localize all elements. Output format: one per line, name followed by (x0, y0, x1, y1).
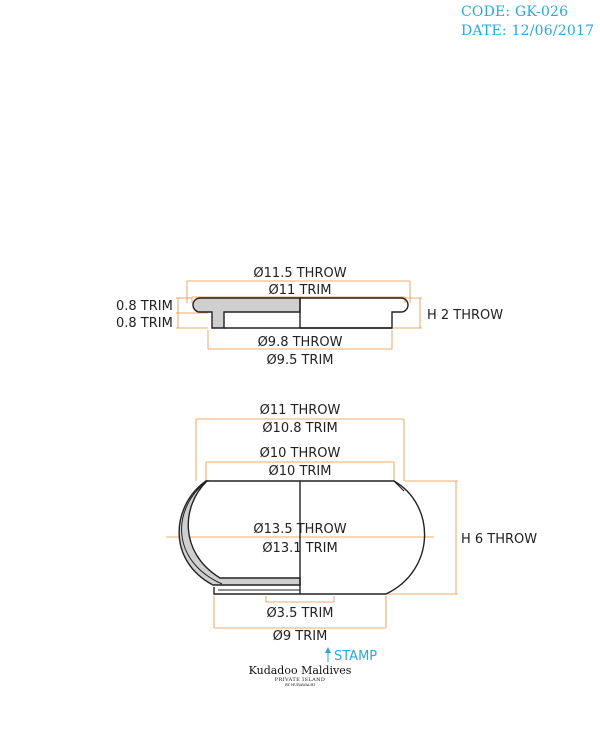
lid-drawing: Ø11.5 THROW Ø11 TRIM 0.8 TRIM 0.8 TRIM H… (116, 266, 503, 368)
bowl-rim-detail (393, 480, 405, 492)
lid-dimension-lines (176, 280, 422, 350)
logo-by: BY HURAWALHI (285, 683, 315, 687)
bowl-d-trim-base: Ø9 TRIM (273, 629, 328, 644)
bowl-d-throw-inner: Ø10 THROW (260, 446, 341, 461)
bowl-d-throw-top: Ø11 THROW (260, 403, 341, 418)
bowl-d-throw-mid: Ø13.5 THROW (253, 522, 346, 537)
stamp-label: STAMP (334, 649, 377, 664)
bowl-drawing: Ø11 THROW Ø10.8 TRIM Ø10 THROW Ø10 TRIM … (166, 403, 537, 644)
lid-outline (300, 297, 409, 329)
lid-d-throw-bottom: Ø9.8 THROW (258, 335, 343, 350)
product-code: CODE: GK-026 (461, 4, 569, 20)
lid-trim-lower: 0.8 TRIM (116, 316, 173, 331)
bowl-d-trim-top: Ø10.8 TRIM (262, 421, 337, 436)
logo-name: Kudadoo Maldives (249, 664, 352, 677)
lid-height: H 2 THROW (427, 308, 503, 323)
lid-wall-section (192, 297, 301, 329)
lid-d-trim-bottom: Ø9.5 TRIM (266, 353, 333, 368)
bowl-inner-curve (181, 480, 223, 585)
bowl-outline (206, 480, 426, 595)
drawing-date: DATE: 12/06/2017 (461, 23, 595, 39)
stamp-arrowhead (325, 647, 331, 653)
stamp-annotation: STAMP Kudadoo Maldives PRIVATE ISLAND BY… (249, 647, 377, 687)
bowl-d-trim-mid: Ø13.1 TRIM (262, 541, 337, 556)
lid-trim-upper: 0.8 TRIM (116, 299, 173, 314)
lid-d-trim-top: Ø11 TRIM (269, 283, 332, 298)
lid-d-throw-top: Ø11.5 THROW (253, 266, 346, 281)
logo-sub: PRIVATE ISLAND (275, 677, 326, 683)
bowl-d-trim-inner: Ø10 TRIM (269, 464, 332, 479)
bowl-height: H 6 THROW (461, 532, 537, 547)
bowl-d-trim-foot: Ø3.5 TRIM (266, 606, 333, 621)
bowl-dimension-lines (166, 418, 458, 629)
